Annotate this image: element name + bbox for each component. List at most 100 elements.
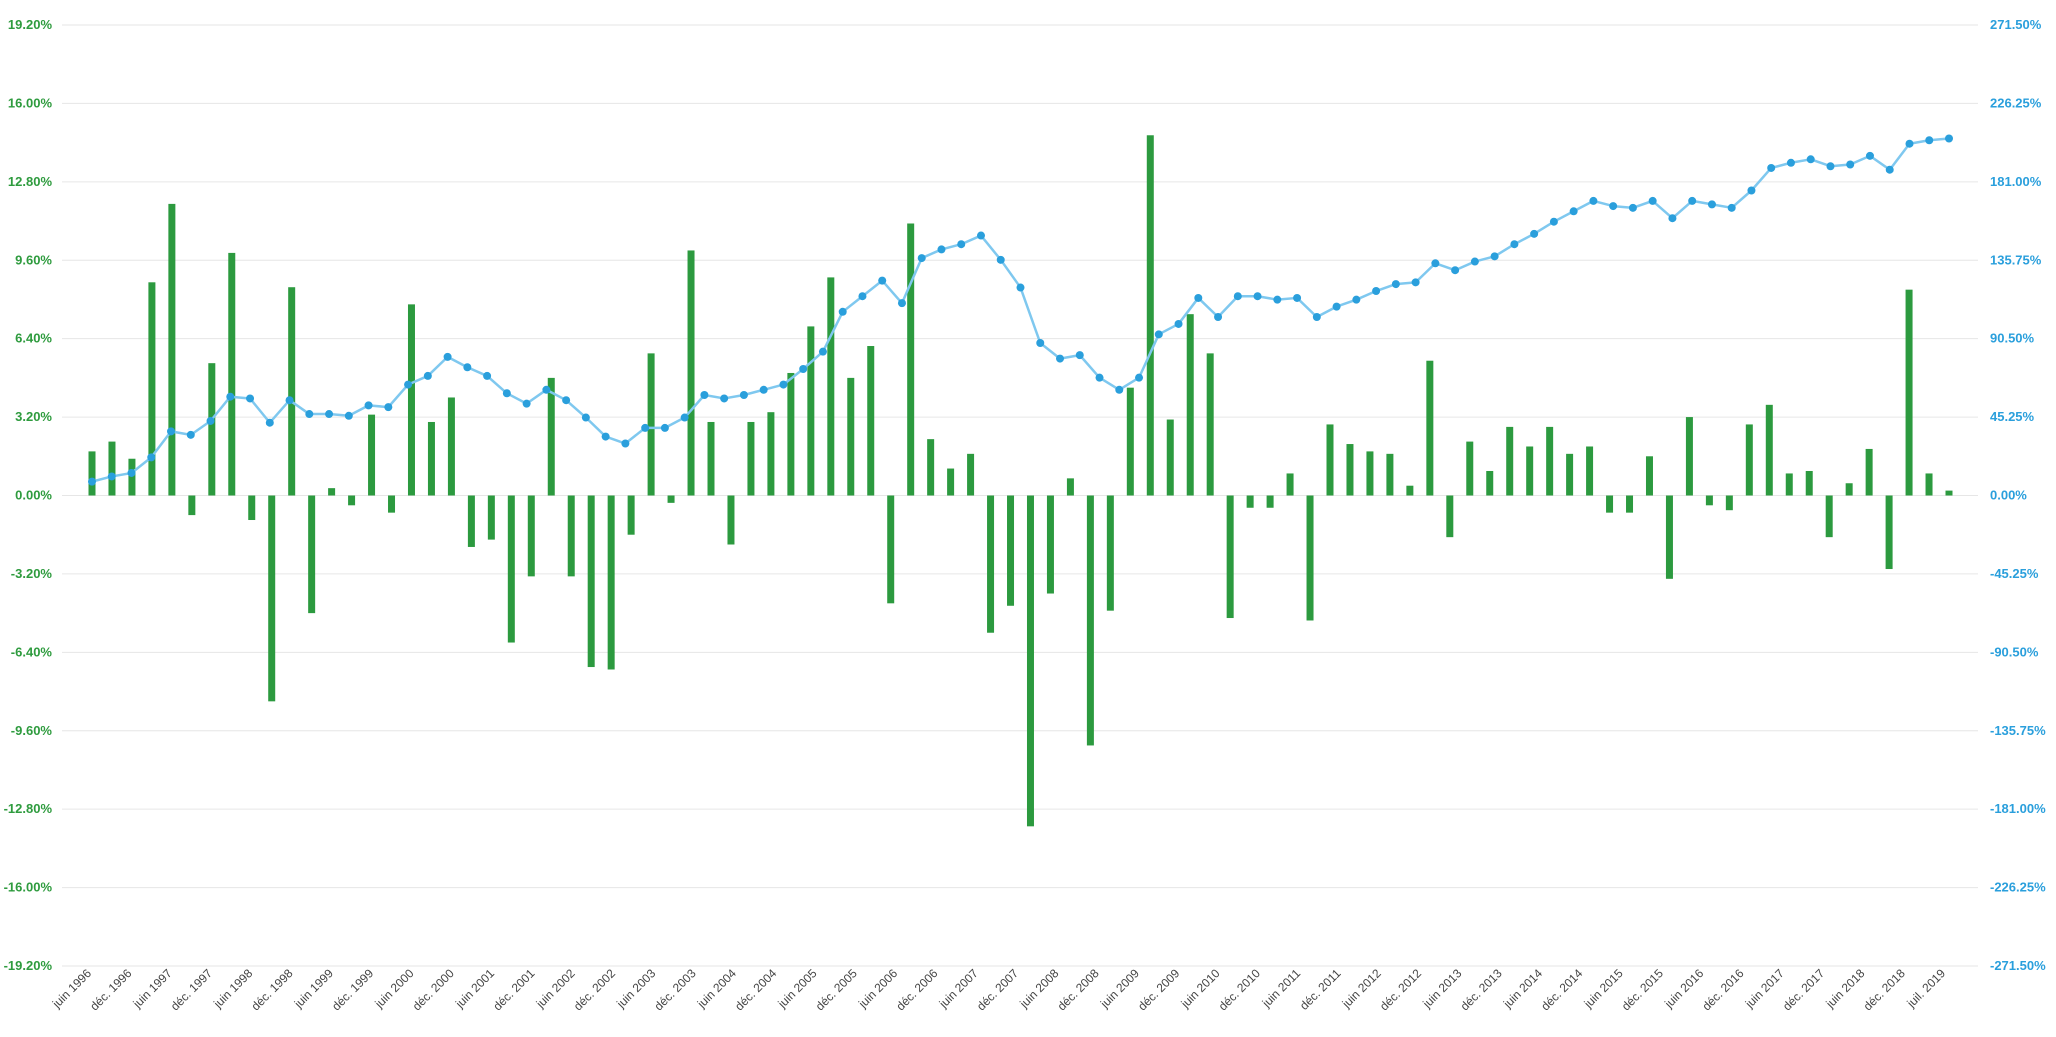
line-point (976, 231, 985, 240)
right-tick-label: -226.25% (1990, 880, 2046, 895)
line-point (1510, 240, 1519, 249)
bar (707, 421, 715, 496)
line-point (1312, 313, 1321, 321)
left-tick-label: -9.60% (11, 723, 53, 738)
bar (368, 414, 376, 496)
line-series (88, 134, 1953, 486)
line-point (1095, 373, 1104, 382)
bar (1066, 478, 1074, 496)
bar (1266, 495, 1274, 508)
line-point (1470, 257, 1479, 266)
line-point (1826, 162, 1835, 171)
bar (607, 495, 615, 670)
bar (1026, 495, 1034, 827)
line-point (1905, 139, 1914, 148)
line-point (1747, 186, 1756, 195)
bar (168, 203, 176, 496)
x-tick-label: déc. 2008 (1055, 966, 1102, 1013)
bar (967, 453, 975, 496)
line-point (88, 477, 96, 486)
bar (1406, 485, 1414, 496)
line-point (186, 430, 195, 439)
bar (1606, 495, 1614, 513)
x-tick-label: déc. 2009 (1135, 966, 1182, 1013)
line-point (720, 394, 729, 403)
bar (807, 326, 815, 496)
left-tick-label: -19.20% (4, 958, 53, 973)
bar (1785, 473, 1793, 496)
line-point (1293, 293, 1302, 302)
line-point (285, 396, 294, 405)
line-point (147, 453, 156, 462)
x-tick-label: déc. 2011 (1297, 966, 1344, 1013)
left-tick-label: -12.80% (4, 801, 53, 816)
line-point (344, 411, 353, 420)
bar (947, 468, 955, 496)
left-tick-label: 9.60% (15, 252, 52, 267)
bar (1845, 483, 1853, 496)
x-tick-label: déc. 1996 (87, 966, 134, 1013)
line-point (1767, 163, 1776, 172)
bar (467, 495, 475, 547)
bar-series (88, 135, 1953, 827)
bar (308, 495, 316, 614)
bar (407, 304, 415, 496)
line-point (1490, 252, 1499, 261)
x-tick-label: déc. 2014 (1538, 966, 1585, 1013)
bar (1805, 470, 1813, 496)
bar (1645, 456, 1653, 496)
line-point (878, 276, 887, 285)
bar (1745, 424, 1753, 496)
right-tick-label: -45.25% (1990, 566, 2039, 581)
left-tick-label: -3.20% (11, 566, 53, 581)
left-tick-label: 16.00% (8, 95, 53, 110)
left-tick-label: -16.00% (4, 880, 53, 895)
bar (787, 372, 795, 496)
line-point (1036, 339, 1045, 347)
line-point (581, 413, 590, 422)
line-point (206, 416, 215, 425)
line-point (917, 254, 926, 263)
bar (1945, 490, 1953, 496)
line-point (818, 347, 827, 356)
line-point (1214, 313, 1223, 321)
line-point (167, 427, 176, 436)
line-point (1135, 373, 1144, 382)
bar (1286, 473, 1294, 496)
bar (248, 495, 256, 521)
right-tick-label: -271.50% (1990, 958, 2046, 973)
line-point (562, 396, 571, 405)
x-tick-label: déc. 2017 (1780, 966, 1827, 1013)
bar (348, 495, 356, 506)
left-tick-label: 3.20% (15, 409, 52, 424)
line-point (364, 401, 373, 410)
bar (427, 421, 435, 496)
bar (1186, 314, 1194, 496)
x-tick-label: déc. 2010 (1216, 966, 1263, 1013)
line-point (1865, 151, 1874, 160)
line-point (483, 371, 492, 380)
bar (1905, 289, 1913, 496)
line-point (1786, 158, 1795, 167)
bar (1705, 495, 1713, 506)
line-point (404, 380, 413, 389)
bar (1246, 495, 1254, 508)
bar (1466, 441, 1474, 496)
line-point (1332, 302, 1341, 311)
line-point (1174, 319, 1183, 328)
bar (128, 458, 136, 496)
x-tick-label: déc. 2007 (974, 966, 1021, 1013)
line-point (957, 240, 966, 249)
bar (747, 421, 755, 496)
bar (567, 495, 575, 577)
line-point (759, 385, 768, 394)
bar (1226, 495, 1234, 619)
line-point (1707, 200, 1716, 209)
line-point (325, 410, 334, 419)
line-point (1727, 203, 1736, 212)
bar (1626, 495, 1634, 513)
line-point (542, 385, 551, 394)
bar (388, 495, 396, 513)
line-point (1372, 287, 1381, 296)
